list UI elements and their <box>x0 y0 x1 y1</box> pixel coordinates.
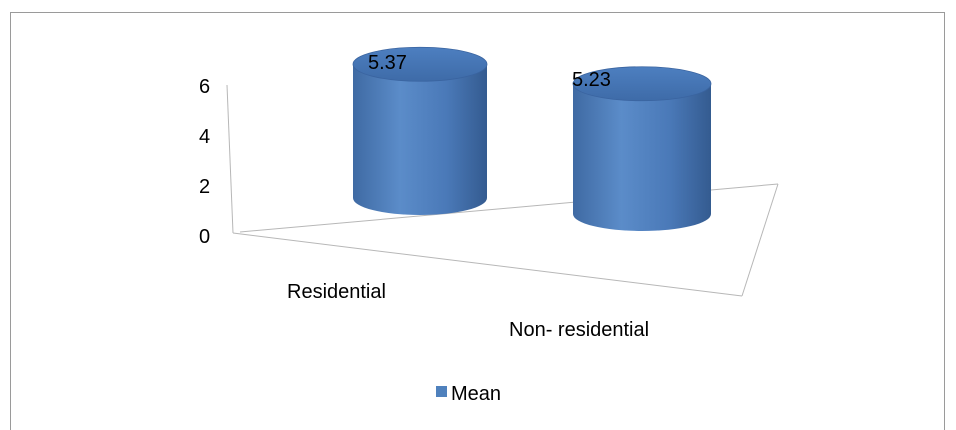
bar-top <box>572 66 712 102</box>
category-labels: Residential Non- residential <box>287 281 649 341</box>
y-tick-label: 6 <box>199 76 210 98</box>
value-labels: 5.37 5.23 <box>368 52 611 91</box>
y-tick-label: 4 <box>199 126 210 148</box>
legend-swatch-mean <box>436 386 447 397</box>
bar-body <box>353 64 487 215</box>
floor-front-edge <box>232 232 743 297</box>
bar-body <box>573 83 711 231</box>
y-tick-label: 0 <box>199 226 210 248</box>
y-tick-labels: 0 2 4 6 <box>199 76 210 248</box>
bar-residential <box>352 46 488 215</box>
floor-right-edge <box>741 183 779 297</box>
bar-top <box>352 46 488 82</box>
value-label: 5.23 <box>572 69 611 91</box>
bars <box>352 46 712 231</box>
legend-label-mean: Mean <box>451 383 501 405</box>
legend: Mean <box>436 383 501 405</box>
bar-non-residential <box>572 66 712 231</box>
y-tick-label: 2 <box>199 176 210 198</box>
category-label: Non- residential <box>509 319 649 341</box>
chart-frame <box>10 12 945 430</box>
category-label: Residential <box>287 281 386 303</box>
value-label: 5.37 <box>368 52 407 74</box>
y-axis-line <box>226 84 234 234</box>
